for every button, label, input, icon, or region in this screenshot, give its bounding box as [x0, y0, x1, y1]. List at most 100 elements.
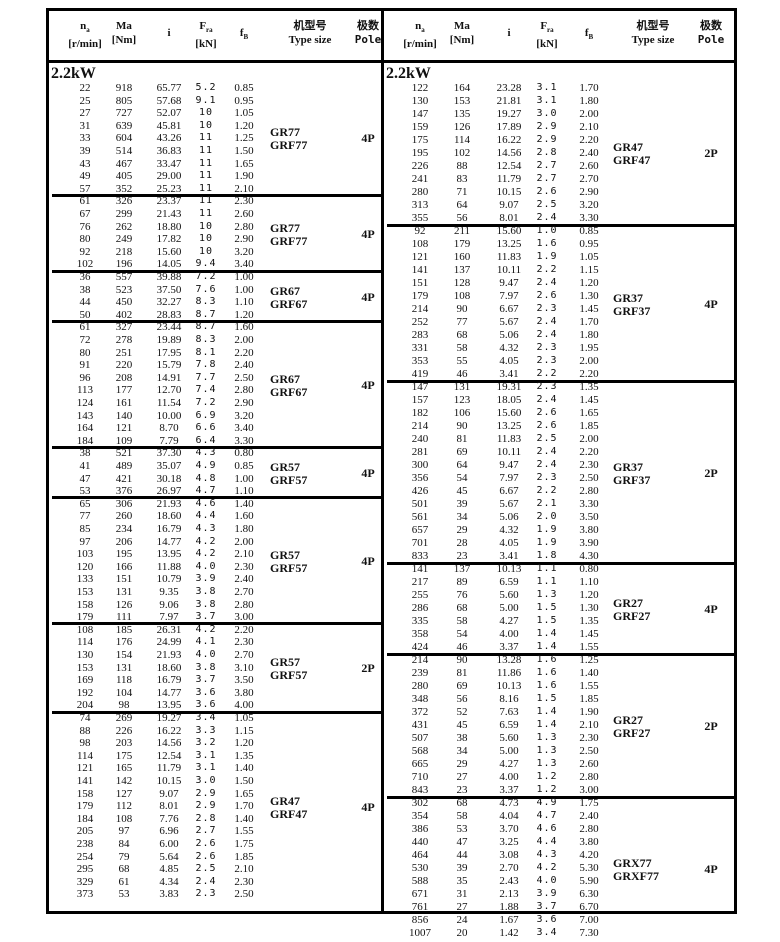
service-factor-fb: 3.00	[579, 784, 599, 796]
torque-ma: 177	[115, 384, 133, 397]
torque-ma: 27	[456, 771, 468, 783]
type-size-line: GR27	[613, 713, 643, 727]
speed-na: 141	[76, 775, 94, 787]
service-factor-fb: 6.30	[579, 888, 599, 900]
pole-count: 4P	[361, 226, 375, 241]
service-factor-fb: 1.20	[234, 119, 254, 132]
table-row: 153 131 9.35 3.8 2.70	[52, 586, 381, 599]
service-factor-fb: 2.10	[234, 548, 254, 561]
torque-ma: 27	[456, 901, 468, 913]
table-row: 761 27 1.88 3.7 6.70	[387, 901, 734, 914]
torque-ma: 77	[456, 316, 468, 328]
table-row: 153 131 18.60 3.8 3.10	[52, 662, 381, 675]
ratio-i: 14.56	[156, 737, 182, 750]
table-row: 281 69 10.11 2.4 2.20	[387, 446, 734, 459]
speed-na: 568	[411, 745, 429, 757]
radial-load-fra: 8.7	[195, 308, 217, 320]
service-factor-fb: 1.30	[579, 290, 599, 302]
radial-load-fra: 2.0	[536, 511, 558, 522]
header-fb-sub: B	[243, 33, 249, 42]
speed-na: 61	[79, 195, 91, 208]
speed-na: 501	[411, 498, 429, 510]
speed-na: 122	[411, 82, 429, 94]
table-row: 88 226 16.22 3.3 1.15	[52, 725, 381, 738]
table-row: 97 206 14.77 4.2 2.00	[52, 536, 381, 549]
radial-load-fra: 2.8	[536, 147, 558, 158]
ratio-i: 3.41	[499, 550, 519, 562]
torque-ma: 97	[118, 825, 130, 838]
service-factor-fb: 3.50	[579, 511, 599, 523]
table-row: 295 68 4.85 2.5 2.10	[52, 863, 381, 876]
ratio-i: 18.05	[496, 394, 522, 406]
torque-ma: 151	[115, 573, 133, 586]
radial-load-fra: 2.2	[536, 264, 558, 275]
torque-ma: 45	[456, 719, 468, 731]
torque-ma: 218	[115, 245, 133, 258]
pole-count: 4P	[704, 602, 718, 616]
ratio-i: 4.85	[159, 863, 179, 876]
radial-load-fra: 2.6	[536, 290, 558, 301]
type-size-line: GRXF77	[613, 869, 659, 883]
ratio-i: 19.27	[496, 108, 522, 120]
service-factor-fb: 1.85	[579, 693, 599, 705]
header-type-size: 机型号 Type size	[289, 19, 332, 47]
ratio-i: 5.06	[499, 329, 519, 341]
ratio-i: 13.28	[496, 654, 522, 666]
table-row: 85 234 16.79 4.3 1.80	[52, 523, 381, 536]
speed-na: 701	[411, 537, 429, 549]
speed-na: 80	[79, 346, 91, 359]
torque-ma: 114	[453, 134, 471, 146]
ratio-i: 2.70	[499, 862, 519, 874]
ratio-i: 21.93	[156, 497, 182, 510]
ratio-i: 5.67	[499, 498, 519, 510]
table-row: 588 35 2.43 4.0 5.90	[387, 875, 734, 888]
service-factor-fb: 0.95	[579, 238, 599, 250]
table-row: 192 104 14.77 3.6 3.80	[52, 687, 381, 700]
service-factor-fb: 2.90	[579, 186, 599, 198]
torque-ma: 98	[118, 699, 130, 712]
table-row: 182 106 15.60 2.6 1.65	[387, 407, 734, 420]
header-fra: Fra [kN]	[195, 19, 216, 51]
speed-na: 217	[411, 576, 429, 588]
ratio-i: 37.30	[156, 447, 182, 460]
radial-load-fra: 4.8	[195, 472, 217, 484]
speed-na: 57	[79, 182, 91, 195]
radial-load-fra: 11	[198, 157, 214, 169]
speed-na: 214	[411, 420, 429, 432]
header-fb-symbol: f	[584, 27, 589, 39]
torque-ma: 81	[456, 667, 468, 679]
service-factor-fb: 2.20	[579, 446, 599, 458]
torque-ma: 104	[115, 686, 133, 699]
torque-ma: 327	[115, 321, 133, 334]
torque-ma: 727	[115, 107, 133, 120]
ratio-i: 11.79	[496, 173, 522, 185]
radial-load-fra: 3.7	[195, 674, 217, 686]
radial-load-fra: 4.2	[195, 535, 217, 547]
radial-load-fra: 8.7	[195, 321, 217, 333]
radial-load-fra: 3.1	[536, 82, 558, 93]
ratio-i: 10.00	[156, 409, 182, 422]
torque-ma: 68	[456, 797, 468, 809]
speed-na: 204	[76, 699, 94, 712]
type-size-line: GR77	[270, 124, 300, 139]
pole-count: 4P	[361, 466, 375, 481]
speed-na: 373	[76, 888, 94, 901]
ratio-i: 12.70	[156, 384, 182, 397]
ratio-i: 6.59	[499, 719, 519, 731]
torque-ma: 450	[115, 296, 133, 309]
gearbox-group: 65 306 21.93 4.6 1.40 77 260 18.60 4.4 1.60 85 234 1…	[52, 496, 381, 625]
speed-na: 85	[79, 522, 91, 535]
ratio-i: 19.89	[156, 333, 182, 346]
type-size-line: GRF57	[270, 473, 308, 488]
type-size-line: GRF77	[270, 137, 308, 152]
radial-load-fra: 10	[198, 233, 214, 245]
ratio-i: 9.47	[499, 277, 519, 289]
speed-na: 157	[411, 394, 429, 406]
type-size-line: GRF27	[613, 726, 651, 740]
type-size-line: GR57	[270, 548, 300, 563]
service-factor-fb: 0.85	[234, 459, 254, 472]
ratio-i: 5.64	[159, 850, 179, 863]
ratio-i: 12.54	[496, 160, 522, 172]
radial-load-fra: 10	[198, 107, 214, 119]
ratio-i: 29.00	[156, 170, 182, 183]
